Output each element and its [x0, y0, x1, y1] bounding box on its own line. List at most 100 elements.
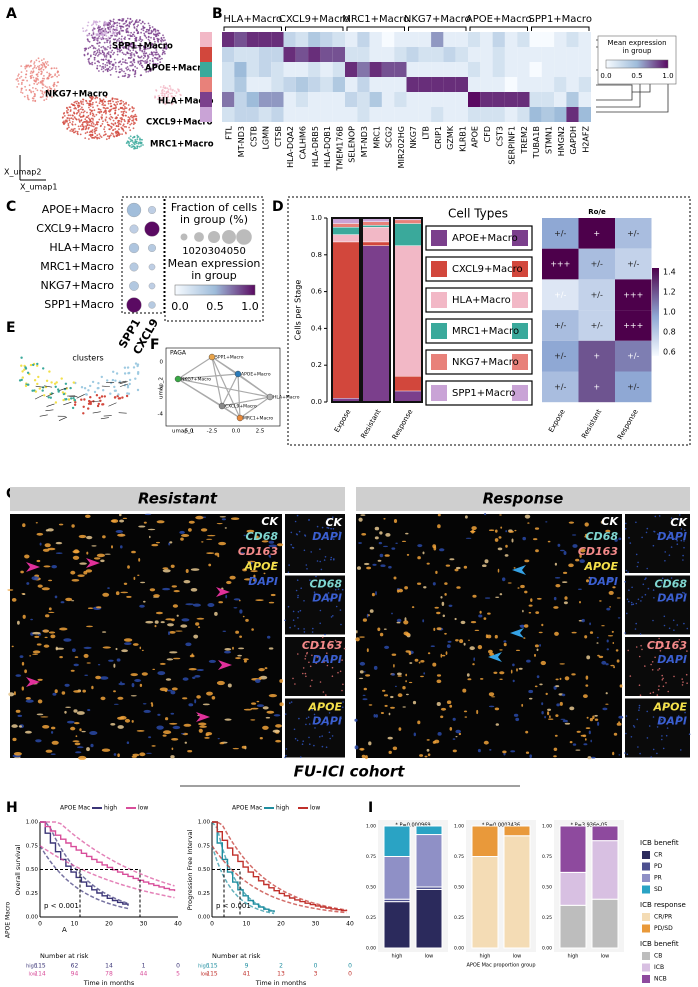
umap-point: [107, 46, 109, 48]
cell-signal: [337, 671, 339, 674]
umap-point: [140, 145, 143, 147]
cell-signal: [680, 749, 682, 751]
panel-letter: E: [6, 320, 16, 336]
umap-point: [126, 140, 129, 143]
cell-signal: [197, 626, 201, 629]
umap-point: [129, 123, 132, 126]
cell-signal: [341, 706, 344, 708]
umap-point: [36, 75, 39, 78]
cell-signal: [293, 728, 296, 731]
cell-signal: [137, 574, 140, 576]
legend-swatch: [431, 323, 447, 339]
cell-signal: [504, 554, 509, 557]
umap-point: [39, 81, 42, 84]
heat-cell: [431, 47, 444, 62]
umap-point: [78, 114, 81, 117]
cell-signal: [508, 530, 514, 533]
bar-segment: [559, 904, 587, 949]
cell-signal: [530, 598, 533, 602]
colorbar-tick: 1.0: [241, 300, 259, 313]
cell-signal: [465, 515, 468, 519]
umap-point: [135, 19, 138, 21]
legend-label: CXCL9+Macro: [452, 264, 523, 275]
roe-label: +/-: [554, 229, 566, 238]
cell-signal: [458, 732, 462, 736]
umap-point: [97, 111, 100, 113]
channel-label: APOE: [308, 701, 343, 714]
heat-cell: [504, 92, 518, 107]
umap-point: [151, 30, 154, 33]
cell-signal: [254, 679, 261, 683]
umap-point: [132, 116, 135, 118]
umap-point: [109, 109, 112, 112]
velocity-arrow: [101, 385, 110, 387]
cell-signal: [587, 756, 592, 760]
umap-point: [120, 68, 123, 70]
umap-point: [140, 59, 142, 62]
umap-point: [74, 123, 77, 126]
cell-signal: [420, 660, 425, 663]
umap-point: [129, 129, 132, 132]
cell-signal: [606, 607, 611, 611]
channel-label: DAPI: [248, 575, 278, 588]
umap-point: [79, 113, 81, 115]
cell-signal: [170, 690, 176, 695]
umap-point: [117, 31, 120, 34]
umap-point: [114, 104, 117, 107]
cell-signal: [71, 524, 75, 528]
cell-signal: [162, 587, 171, 591]
heat-cell: [283, 62, 296, 77]
umap-point: [110, 51, 112, 54]
umap-point: [128, 137, 130, 139]
x-tick-label: 20: [105, 921, 113, 928]
velocity-point: [87, 402, 91, 405]
umap-point: [124, 36, 126, 39]
cell-signal: [639, 633, 642, 635]
umap-point: [118, 18, 121, 21]
umap-point: [36, 83, 39, 86]
umap-point: [106, 52, 109, 55]
umap-point: [114, 122, 117, 124]
umap-point: [120, 49, 123, 51]
cell-signal: [304, 534, 306, 536]
heat-cell: [517, 77, 530, 92]
cell-signal: [194, 675, 201, 678]
channel-label: DAPI: [312, 530, 342, 543]
cell-signal: [268, 694, 277, 698]
cell-signal: [559, 701, 563, 706]
roe-label: +/-: [627, 229, 639, 238]
umap-point: [117, 108, 120, 111]
heat-cell: [357, 62, 370, 77]
cell-signal: [152, 668, 156, 671]
y-tick-label: 0.25: [366, 915, 376, 921]
umap-point: [96, 21, 99, 24]
cell-signal: [120, 591, 129, 594]
umap-point: [125, 44, 127, 46]
umap-point: [135, 46, 138, 49]
umap-point: [53, 67, 56, 69]
umap-point: [106, 41, 108, 44]
umap-point: [137, 55, 140, 58]
legend-label: ICB: [654, 964, 664, 971]
umap-point: [32, 67, 34, 70]
roe-label: +/-: [591, 321, 603, 330]
umap-point: [89, 105, 92, 107]
cell-signal: [208, 659, 216, 663]
umap-point: [127, 44, 129, 47]
umap-point: [153, 56, 156, 59]
velocity-point: [24, 384, 28, 388]
cell-signal: [329, 737, 332, 740]
umap-point: [144, 31, 147, 33]
colorbar: [605, 59, 669, 69]
cell-signal: [670, 546, 673, 548]
cell-signal: [78, 534, 87, 539]
umap-point: [49, 92, 52, 94]
umap-point: [108, 99, 110, 102]
velocity-arrow: [103, 415, 112, 417]
heat-cell: [332, 32, 345, 47]
umap-point: [117, 61, 120, 64]
umap-point: [96, 123, 98, 126]
y-tick-label: 0.25: [454, 915, 464, 921]
cell-signal: [55, 552, 63, 554]
cell-signal: [536, 675, 540, 679]
